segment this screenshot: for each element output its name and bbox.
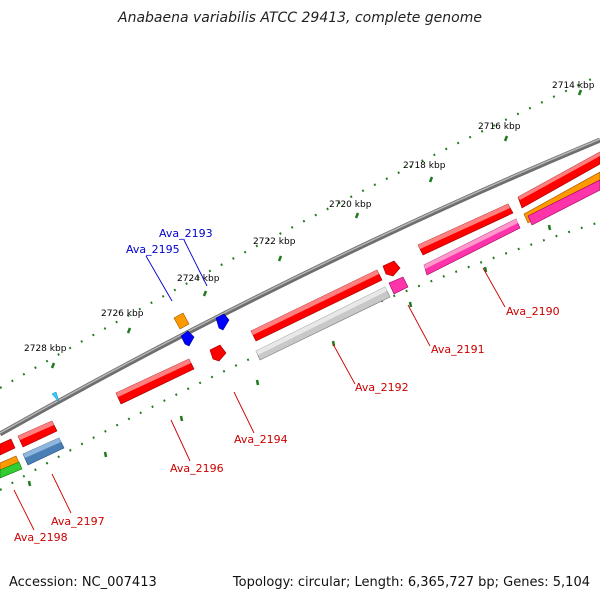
leader-ava-2192 <box>332 343 356 385</box>
gene-label-ava-2197[interactable]: Ava_2197 <box>51 515 105 528</box>
gene-highlight <box>23 438 61 458</box>
major-ticks <box>50 89 583 369</box>
leader-ava-2196 <box>170 419 191 462</box>
major-tick <box>202 290 208 297</box>
gene-feature[interactable] <box>527 179 600 226</box>
leader-ava-2195 <box>145 255 173 302</box>
topology-text: Topology: circular; Length: 6,365,727 bp… <box>232 575 590 590</box>
major-tick <box>277 255 283 262</box>
gene-highlight <box>18 421 54 440</box>
gene-label-ava-2195[interactable]: Ava_2195 <box>126 243 180 256</box>
gene-highlight <box>256 287 387 355</box>
gene-small-cyan[interactable] <box>51 391 60 403</box>
tick-label: 2718 kbp <box>403 161 446 171</box>
tick-label: 2720 kbp <box>329 200 372 210</box>
inner-major-tick <box>103 451 108 458</box>
gene-ava-2198-a[interactable] <box>0 438 16 456</box>
gene-label-ava-2193[interactable]: Ava_2193 <box>159 227 213 240</box>
gene-highlight <box>424 219 518 269</box>
genome-backbone-highlight <box>0 138 600 434</box>
leader-ava-2194 <box>233 391 255 434</box>
major-tick <box>50 362 56 369</box>
map-title: Anabaena variabilis ATCC 29413, complete… <box>117 10 482 26</box>
tick-label: 2722 kbp <box>253 237 296 247</box>
major-tick <box>577 89 583 96</box>
inner-major-tick <box>27 480 32 487</box>
inner-major-tick <box>255 379 260 386</box>
gene-label-ava-2190[interactable]: Ava_2190 <box>506 305 560 318</box>
tick-label: 2716 kbp <box>478 122 521 132</box>
gene-label-ava-2194[interactable]: Ava_2194 <box>234 433 288 446</box>
inner-tick-track <box>0 220 600 491</box>
gene-feature-highlight <box>518 152 600 200</box>
inner-major-tick <box>408 301 413 308</box>
gene-label-ava-2192[interactable]: Ava_2192 <box>355 381 409 394</box>
leader-lines <box>13 239 506 531</box>
leader-ava-2193 <box>183 239 208 287</box>
inner-major-ticks <box>27 224 552 487</box>
gene-highlight <box>418 204 510 249</box>
inner-major-tick <box>547 224 552 231</box>
gene-ava-2193[interactable] <box>215 313 230 331</box>
gene-label-ava-2191[interactable]: Ava_2191 <box>431 343 485 356</box>
gene-highlight <box>251 270 379 335</box>
inner-major-tick <box>483 266 488 273</box>
tick-label: 2714 kbp <box>552 81 595 91</box>
major-tick <box>428 176 434 183</box>
gene-ava-2195-b[interactable] <box>180 330 195 347</box>
gene-ava-2195-a[interactable] <box>173 312 190 330</box>
gene-labels: Ava_2190 Ava_2191 Ava_2192 Ava_2193 Ava_… <box>14 227 560 544</box>
gene-ava-2191-a[interactable] <box>382 260 401 277</box>
gene-highlight <box>116 359 191 397</box>
gene-label-ava-2196[interactable]: Ava_2196 <box>170 462 224 475</box>
tick-label: 2728 kbp <box>24 344 67 354</box>
genome-backbone <box>0 137 600 437</box>
tick-label: 2726 kbp <box>101 309 144 319</box>
leader-ava-2198 <box>13 489 35 531</box>
leader-ava-2197 <box>51 473 72 514</box>
major-tick <box>354 212 360 219</box>
tick-label: 2724 kbp <box>177 274 220 284</box>
genes <box>0 151 600 479</box>
accession-text: Accession: NC_007413 <box>9 575 157 590</box>
leader-ava-2191 <box>407 304 431 347</box>
major-tick <box>503 135 509 142</box>
leader-ava-2190 <box>482 267 506 308</box>
tick-labels: 2714 kbp 2716 kbp 2718 kbp 2720 kbp 2722… <box>24 81 595 354</box>
gene-ava-2191-b[interactable] <box>388 276 409 295</box>
major-tick <box>126 327 132 334</box>
gene-label-ava-2198[interactable]: Ava_2198 <box>14 531 68 544</box>
gene-ava-2194[interactable] <box>209 344 227 362</box>
inner-major-tick <box>179 415 184 422</box>
gene-ava-2198-c[interactable] <box>0 461 23 479</box>
